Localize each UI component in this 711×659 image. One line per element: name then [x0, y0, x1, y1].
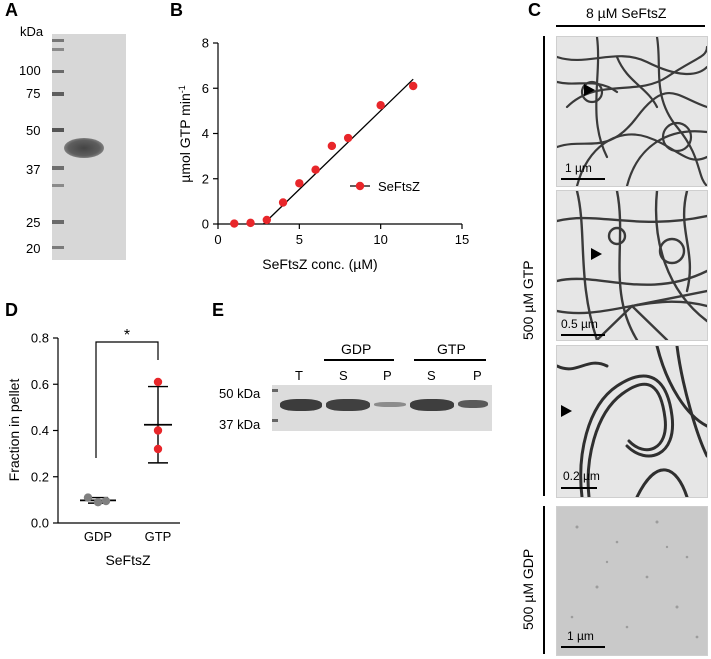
x-tick-label: 0: [214, 232, 221, 247]
scale-bar-1: [561, 178, 605, 180]
header-underline: [556, 25, 705, 27]
lane-label-gdp-p: P: [383, 368, 392, 383]
y-tick-label: 4: [202, 126, 209, 141]
lane-label-gdp-s: S: [339, 368, 348, 383]
scale-bar-2: [561, 334, 605, 336]
band-t: [280, 399, 322, 411]
marker-20: 20: [26, 241, 41, 256]
band-gtp-p: [458, 400, 488, 408]
data-point: [278, 198, 288, 207]
scale-bar-label-3: 0.2 µm: [563, 469, 600, 483]
lane-label-gtp-s: S: [427, 368, 436, 383]
panel-letter-b: B: [170, 0, 183, 20]
gdp-bracket: [543, 506, 545, 654]
em-image-gdp: [556, 506, 708, 656]
data-point: [93, 497, 103, 507]
lane-label-gtp-p: P: [473, 368, 482, 383]
legend-label: SeFtsZ: [378, 179, 420, 194]
arrowhead-3: [561, 405, 572, 417]
y-tick-label: 0.6: [31, 377, 49, 392]
y-tick-label: 8: [202, 36, 209, 51]
gel-e-marker-50: 50 kDa: [219, 386, 261, 401]
data-point: [246, 218, 255, 228]
lane-label-t: T: [295, 368, 303, 383]
panel-letter-c: C: [528, 0, 541, 20]
significance-marker: *: [124, 327, 130, 344]
gel-a-image: [52, 34, 126, 260]
data-point: [153, 426, 163, 435]
y-tick-label: 2: [202, 171, 209, 186]
gtp-activity-chart: 0 2 4 6 8 0 5 10 15 SeFtsZ SeFtsZ conc. (µM) µm…: [177, 36, 469, 273]
y-tick-label: 0: [202, 217, 209, 232]
x-tick-label: 5: [296, 232, 303, 247]
data-point: [153, 444, 163, 454]
marker-50: 50: [26, 123, 41, 138]
gdp-condition-label: 500 µM GDP: [520, 548, 536, 630]
data-point: [295, 179, 304, 188]
marker-75: 75: [26, 86, 41, 101]
gel-e-marker-37: 37 kDa: [219, 417, 261, 432]
scale-bar-label-1: 1 µm: [565, 161, 592, 175]
data-point: [83, 493, 93, 502]
significance-bracket: [95, 341, 159, 458]
protein-band: [64, 138, 104, 158]
group-line-gtp: [414, 359, 486, 361]
group-label-gdp: GDP: [341, 341, 372, 357]
gtp-bracket: [543, 36, 545, 496]
data-point: [153, 377, 163, 387]
arrowhead-2: [591, 248, 602, 260]
x-tick-label: 15: [455, 232, 469, 247]
band-gdp-s: [326, 399, 370, 411]
y-axis-label: µmol GTP min-1: [177, 85, 193, 183]
data-point: [327, 141, 337, 151]
panel-letter-e: E: [212, 300, 225, 320]
gtp-condition-label: 500 µM GTP: [520, 260, 536, 340]
x-tick-label: 10: [373, 232, 387, 247]
em-image-gtp-3: [556, 345, 708, 498]
y-axis-label: Fraction in pellet: [6, 379, 22, 482]
data-point: [262, 215, 271, 225]
x-axis-label: SeFtsZ conc. (µM): [262, 256, 377, 272]
pellet-fraction-chart: 0.0 0.2 0.4 0.6 0.8 * GDP GTP SeFtsZ Fractio…: [6, 327, 180, 568]
marker-100: 100: [19, 63, 41, 78]
band-gtp-s: [410, 399, 454, 411]
y-tick-label: 0.0: [31, 516, 49, 531]
category-gtp: GTP: [145, 529, 172, 544]
band-gdp-p: [374, 402, 406, 407]
em-image-gtp-1: [556, 36, 708, 187]
data-point: [311, 165, 320, 174]
y-tick-label: 0.4: [31, 423, 49, 438]
group-line-gdp: [324, 359, 394, 361]
panel-letter-d: D: [5, 300, 18, 320]
em-image-gtp-2: [556, 190, 708, 341]
panel-letter-a: A: [5, 0, 18, 20]
data-point: [343, 133, 353, 143]
marker-25: 25: [26, 215, 41, 230]
scale-bar-label-4: 1 µm: [567, 629, 594, 643]
data-point: [409, 81, 418, 91]
group-label-gtp: GTP: [437, 341, 466, 357]
x-axis-label: SeFtsZ: [105, 552, 151, 568]
scale-bar-label-2: 0.5 µm: [561, 317, 598, 331]
gel-e-image: [272, 385, 492, 431]
scale-bar-4: [561, 646, 605, 648]
arrowhead-1: [584, 84, 595, 96]
data-point: [376, 101, 385, 110]
data-point: [101, 496, 111, 506]
marker-37: 37: [26, 162, 41, 177]
y-tick-label: 6: [202, 81, 209, 96]
y-tick-label: 0.8: [31, 331, 49, 346]
y-tick-label: 0.2: [31, 469, 49, 484]
header-label: 8 µM SeFtsZ: [586, 5, 667, 21]
scale-bar-3: [561, 487, 597, 489]
category-gdp: GDP: [84, 529, 112, 544]
gel-a-unit-label: kDa: [20, 24, 44, 39]
data-point: [230, 219, 239, 228]
legend-marker: [355, 181, 365, 191]
fit-line: [263, 78, 414, 225]
